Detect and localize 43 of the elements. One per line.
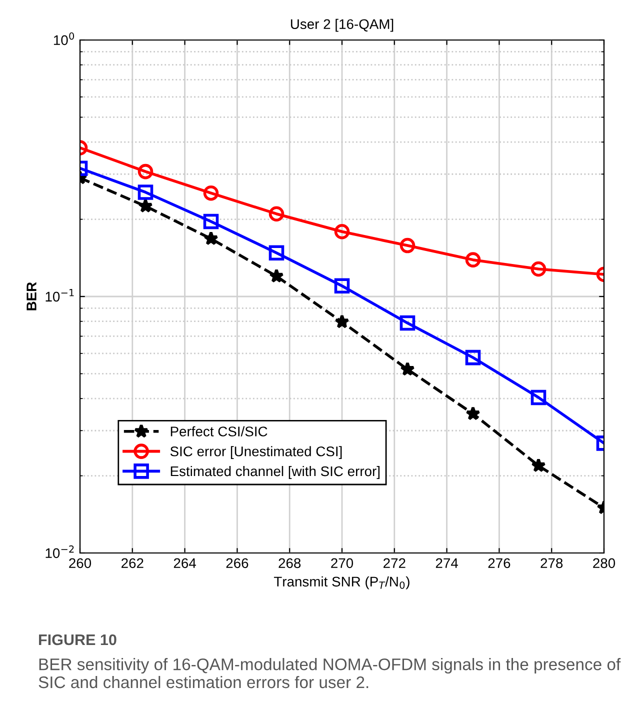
point — [530, 390, 546, 406]
legend-label: Estimated channel [with SIC error] — [170, 466, 380, 479]
x-tick-label: 266 — [226, 558, 248, 568]
text: BER sensitivity of 16-QAM-modulated NOMA-OFDM signals in the presence of SIC and channel estimation errors for user 2. — [38, 658, 621, 688]
point — [269, 268, 284, 283]
x-tick-label: 276 — [488, 558, 510, 568]
point — [138, 184, 154, 200]
x-tick-label: 260 — [69, 558, 92, 568]
y-tick-label: 10$^{−1}$ — [46, 289, 74, 302]
point — [400, 362, 415, 376]
point — [531, 458, 546, 472]
chart-title: User 2 [16-QAM] — [290, 18, 394, 32]
point — [465, 350, 481, 366]
x-tick-label: 272 — [384, 558, 406, 568]
point — [466, 406, 480, 420]
point — [334, 278, 350, 294]
point — [204, 231, 218, 246]
point — [465, 252, 481, 268]
x-tick-label: 268 — [278, 558, 301, 568]
x-tick-label: 264 — [174, 558, 196, 568]
legend-label: Perfect CSI/SIC — [170, 426, 268, 436]
x-tick-label: 270 — [331, 558, 354, 568]
x-tick-label: 278 — [540, 558, 563, 568]
point — [268, 206, 284, 222]
x-tick-label: 280 — [593, 558, 616, 568]
point — [203, 185, 219, 201]
point — [138, 198, 153, 213]
caption: FIGURE 10 — [39, 634, 116, 646]
point — [530, 261, 546, 277]
point — [334, 314, 350, 328]
y-axis-title: BER — [26, 282, 36, 310]
point — [400, 238, 416, 254]
point — [334, 224, 350, 240]
x-tick-label: 274 — [436, 558, 458, 568]
point — [138, 164, 154, 180]
y-tick-label: 10$^{0}$ — [54, 32, 74, 46]
legend-label: SIC error [Unestimated CSI] — [170, 446, 342, 460]
point — [400, 315, 416, 331]
x-axis-title: Transmit SNR (P$_{T}$/N$_{0}$) — [274, 576, 410, 590]
point — [268, 245, 284, 260]
y-tick-label: 10$^{−2}$ — [46, 545, 74, 558]
x-tick-label: 262 — [122, 558, 144, 568]
point — [203, 214, 219, 230]
